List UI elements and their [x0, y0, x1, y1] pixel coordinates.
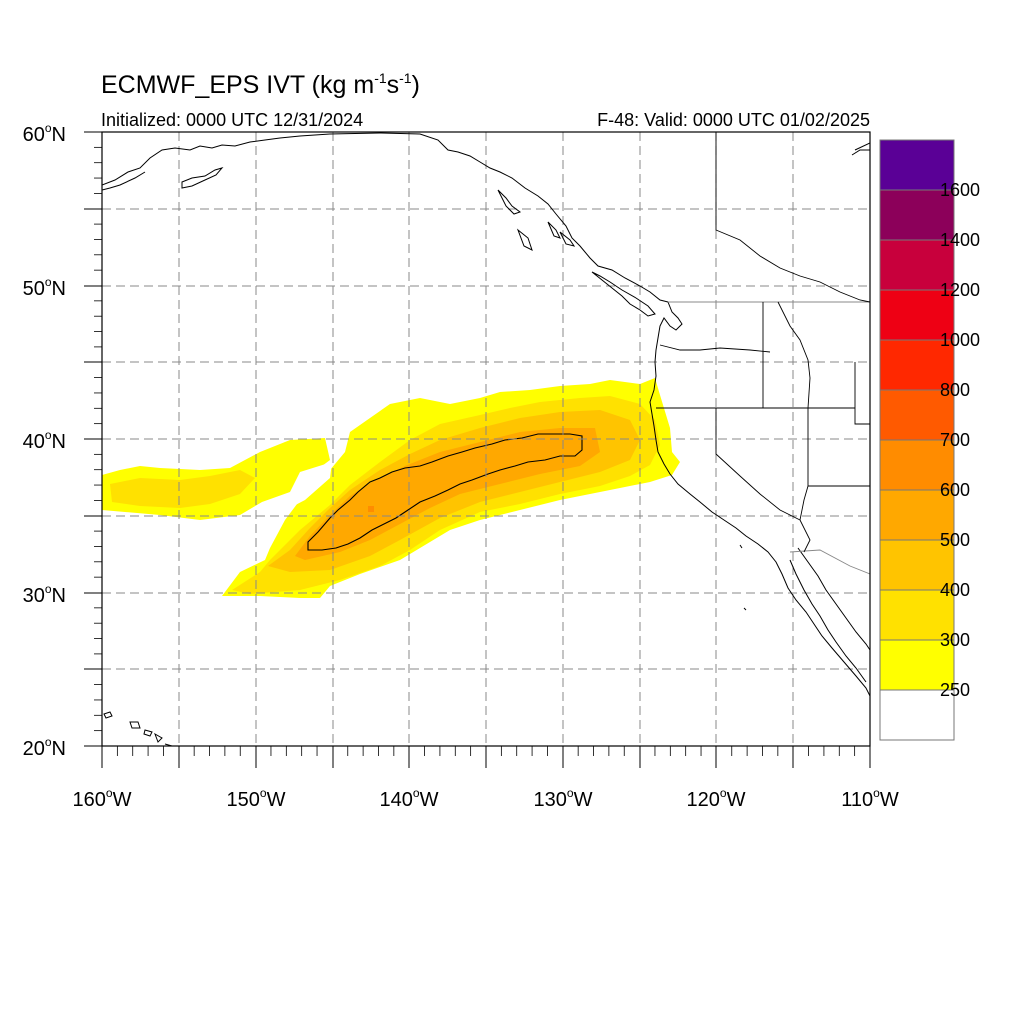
lat-label-30: 30oN — [22, 582, 66, 607]
ivt-300-tail — [110, 470, 255, 508]
colorbar-label: 250 — [940, 680, 971, 700]
colorbar-box — [879, 289, 955, 341]
colorbar-label: 1000 — [940, 330, 981, 350]
colorbar-label: 1400 — [940, 230, 981, 250]
colorbar-box — [879, 139, 955, 191]
colorbar-box — [879, 489, 955, 541]
colorbar — [879, 139, 955, 741]
colorbar-box — [879, 689, 955, 741]
colorbar-label: 800 — [940, 380, 971, 400]
colorbar-label: 500 — [940, 530, 971, 550]
ivt-700-spot — [368, 506, 374, 512]
colorbar-label: 1200 — [940, 280, 981, 300]
colorbar-label: 1600 — [940, 180, 981, 200]
colorbar-box — [879, 189, 955, 241]
lat-label-50: 50oN — [22, 275, 66, 300]
chart-title: ECMWF_EPS IVT (kg m-1s-1) — [101, 70, 420, 99]
lat-label-60: 60oN — [22, 121, 66, 146]
colorbar-box — [879, 339, 955, 391]
initialized-time: Initialized: 0000 UTC 12/31/2024 — [101, 110, 364, 130]
lat-label-20: 20oN — [22, 735, 66, 760]
lon-label-110w: 110oW — [841, 786, 899, 811]
ivt-500-region — [295, 428, 600, 560]
colorbar-box — [879, 239, 955, 291]
colorbar-box — [879, 439, 955, 491]
lat-label-40: 40oN — [22, 428, 66, 453]
lon-label-150w: 150oW — [226, 786, 286, 811]
colorbar-label: 300 — [940, 630, 971, 650]
lon-label-160w: 160oW — [72, 786, 132, 811]
minor-ticks — [94, 146, 856, 756]
colorbar-box — [879, 539, 955, 591]
valid-time: F-48: Valid: 0000 UTC 01/02/2025 — [597, 110, 870, 130]
colorbar-box — [879, 639, 955, 691]
colorbar-label: 400 — [940, 580, 971, 600]
lon-label-120w: 120oW — [686, 786, 746, 811]
gridlines — [102, 132, 870, 746]
political-borders — [656, 132, 870, 575]
axis-ticks — [84, 131, 871, 768]
lon-label-130w: 130oW — [533, 786, 593, 811]
colorbar-box — [879, 589, 955, 641]
ivt-field — [102, 378, 680, 598]
lon-label-140w: 140oW — [379, 786, 439, 811]
colorbar-label: 700 — [940, 430, 971, 450]
ivt-600-contour — [307, 433, 583, 551]
coastlines — [102, 132, 870, 746]
colorbar-label: 600 — [940, 480, 971, 500]
